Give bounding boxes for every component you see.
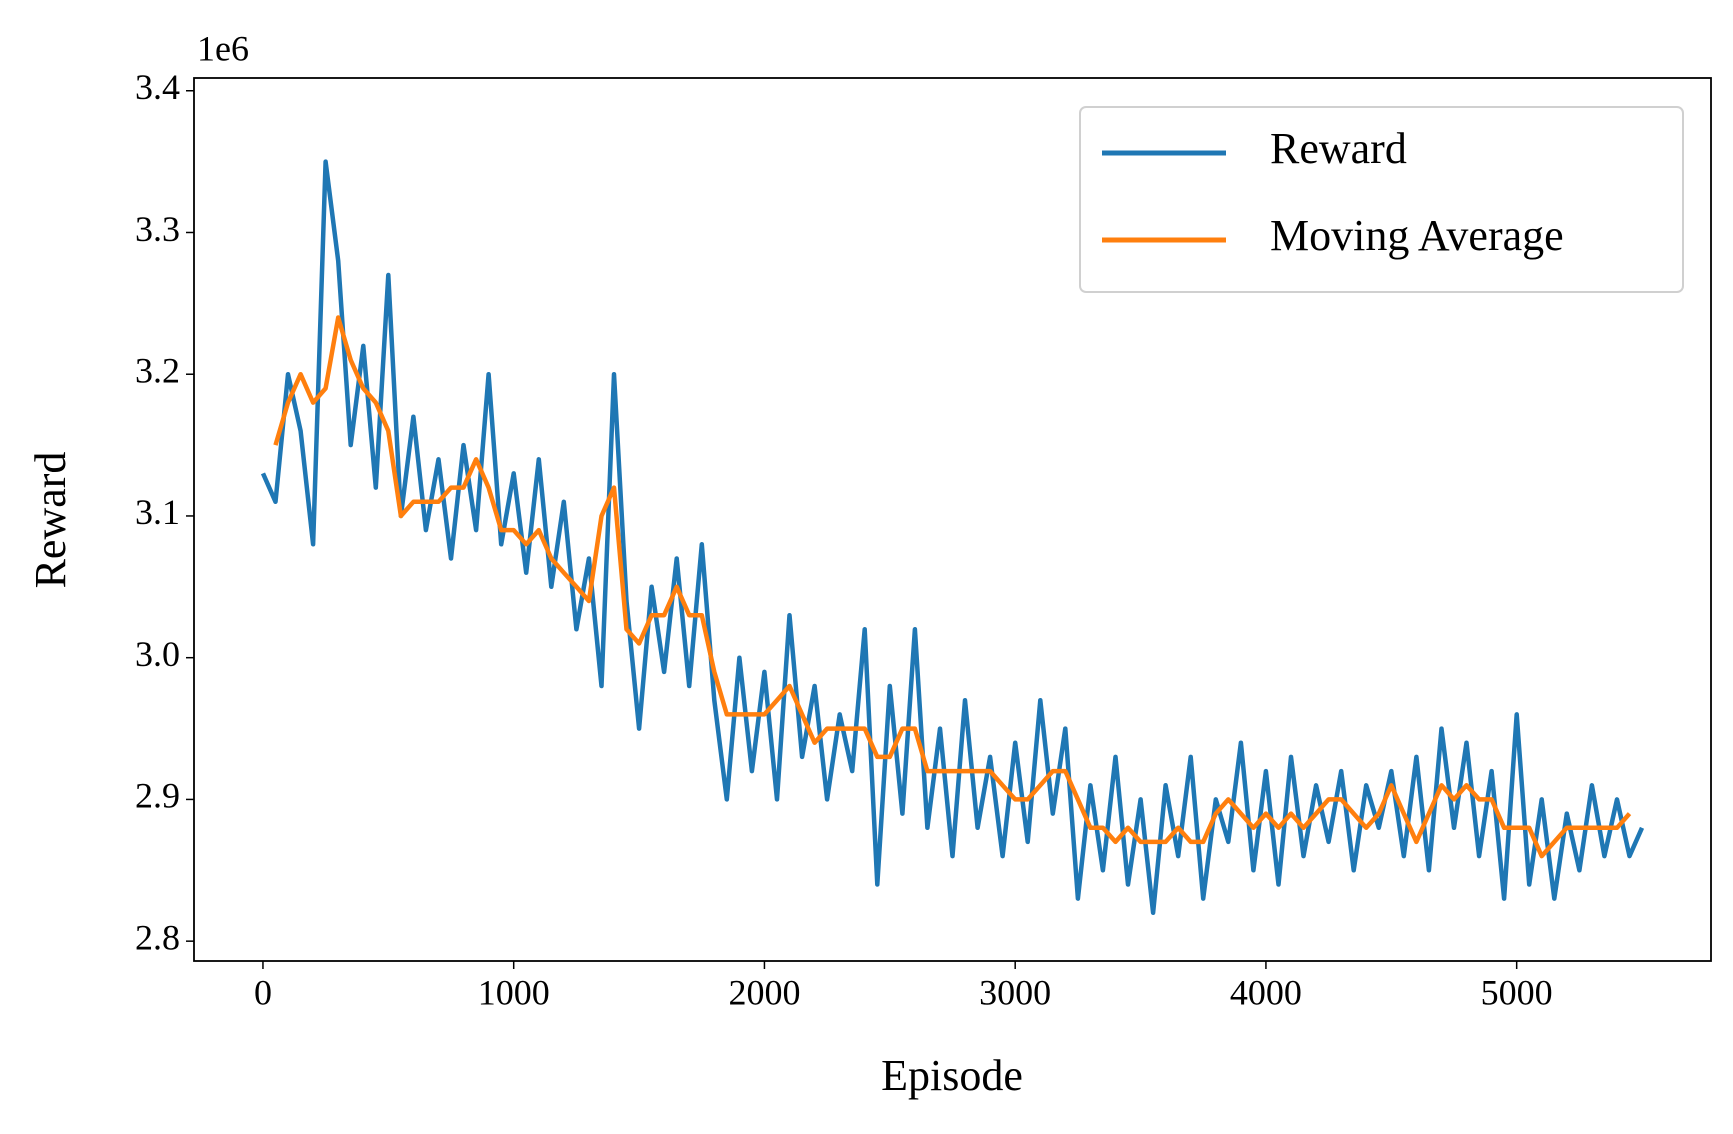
legend-label: Reward (1270, 124, 1407, 173)
y-tick-label: 3.4 (135, 67, 180, 107)
y-tick-label: 3.3 (135, 209, 180, 249)
y-tick-label: 3.1 (135, 492, 180, 532)
legend-label: Moving Average (1270, 211, 1564, 260)
x-axis-label: Episode (881, 1051, 1023, 1100)
x-tick-label: 0 (254, 972, 272, 1012)
x-tick-label: 3000 (979, 972, 1051, 1012)
x-tick-label: 2000 (728, 972, 800, 1012)
plot-frame (193, 77, 1712, 962)
y-tick-label: 3.2 (135, 350, 180, 390)
y-tick-label: 2.9 (135, 776, 180, 816)
legend-box (1079, 106, 1684, 293)
x-tick-label: 4000 (1230, 972, 1302, 1012)
y-tick-label: 3.0 (135, 634, 180, 674)
x-tick-label: 5000 (1481, 972, 1553, 1012)
series-line (273, 315, 1632, 859)
series-line (260, 159, 1645, 916)
y-offset-label: 1e6 (197, 28, 249, 68)
y-axis-label: Reward (26, 452, 75, 589)
y-tick-label: 2.8 (135, 917, 180, 957)
x-tick-label: 1000 (478, 972, 550, 1012)
